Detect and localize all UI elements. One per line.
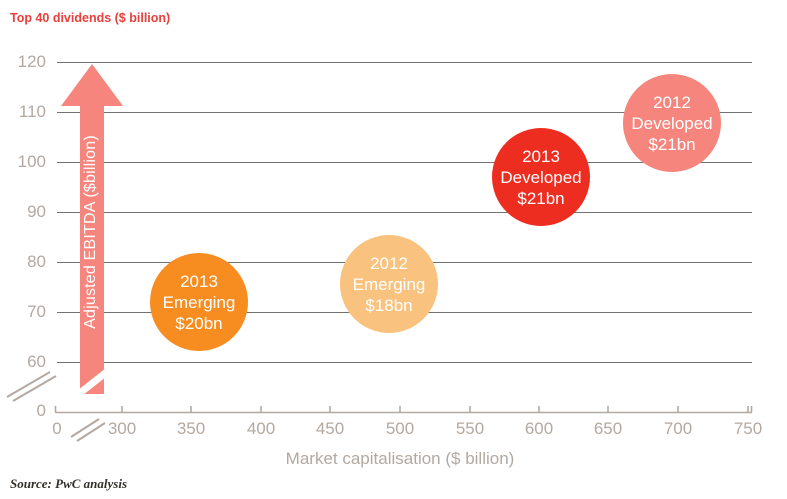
y-tick-label: 120 (17, 52, 46, 71)
bubble-2012-emerging: 2012 Emerging $18bn (340, 235, 438, 333)
x-tick-label: 750 (733, 419, 763, 438)
x-tick-label: 500 (385, 419, 415, 438)
y-tick-label: 70 (27, 302, 46, 321)
x-tick-label: 350 (176, 419, 206, 438)
bubble-year: 2013 (522, 146, 560, 166)
y-axis-title: Adjusted EBITDA ($billion) (82, 135, 99, 329)
x-axis-break-icon (70, 418, 106, 442)
bubble-2012-developed: 2012 Developed $21bn (623, 74, 721, 172)
source-note: Source: PwC analysis (10, 476, 128, 491)
x-tick-label: 0 (52, 419, 62, 438)
bubble-segment: Developed (500, 167, 582, 187)
x-tick-label: 450 (315, 419, 345, 438)
bubble-year: 2012 (370, 253, 408, 273)
bubble-value: $21bn (517, 188, 565, 208)
bubble-value: $18bn (365, 295, 413, 315)
x-tick-label: 300 (107, 419, 137, 438)
x-tick-label: 700 (663, 419, 693, 438)
y-axis-break-icon (6, 371, 57, 402)
bubble-value: $20bn (175, 313, 223, 333)
x-axis (54, 406, 753, 414)
y-tick-label: 100 (17, 152, 46, 171)
bubble-segment: Developed (631, 113, 713, 133)
bubble-2013-emerging: 2013 Emerging $20bn (150, 253, 248, 351)
x-tick-label: 550 (455, 419, 485, 438)
x-tick-label: 400 (246, 419, 276, 438)
bubble-year: 2012 (653, 92, 691, 112)
bubble-year: 2013 (180, 271, 218, 291)
bubble-2013-developed: 2013 Developed $21bn (492, 128, 590, 226)
up-arrow-icon (61, 64, 123, 403)
y-tick-label: 0 (36, 401, 46, 420)
bubble-value: $21bn (648, 134, 696, 154)
x-axis-title: Market capitalisation ($ billion) (285, 449, 515, 468)
y-tick-label: 110 (18, 102, 46, 121)
y-tick-label: 80 (27, 252, 46, 271)
bubble-segment: Emerging (162, 292, 236, 312)
y-tick-label: 90 (27, 202, 46, 221)
bubble-segment: Emerging (352, 274, 426, 294)
x-tick-label: 600 (524, 419, 554, 438)
chart-title: Top 40 dividends ($ billion) (10, 11, 171, 25)
x-tick-label: 650 (593, 419, 623, 438)
y-tick-label: 60 (27, 352, 46, 371)
